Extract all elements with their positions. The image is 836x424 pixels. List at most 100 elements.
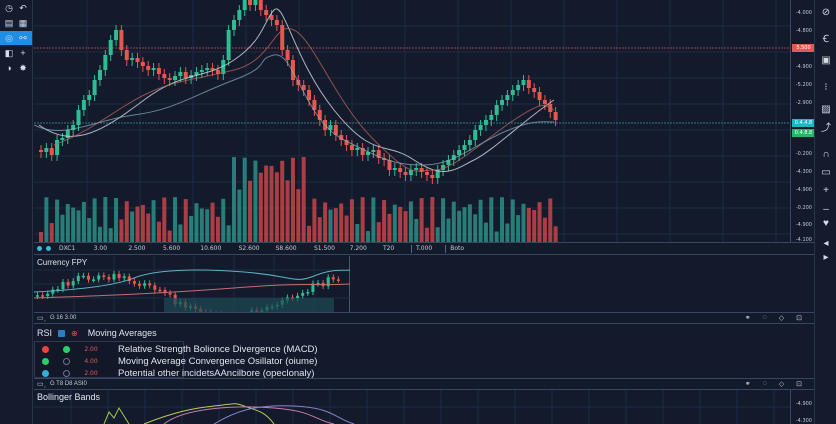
arrow-left-icon[interactable]: ◂ — [819, 236, 833, 250]
arrow-right-icon[interactable]: ▸ — [819, 250, 833, 264]
expand-icon[interactable]: ⊡ — [796, 380, 802, 388]
footer-info: G T8 D8 ASI0 — [50, 381, 87, 387]
link-icon[interactable]: ⚭ — [745, 380, 751, 388]
bollinger-chart — [34, 390, 790, 424]
price-tick-label: -4.800 — [796, 28, 812, 34]
price-tick-label: -4.300 — [796, 418, 812, 424]
subchart-footer: ▭˯ G 16 3.00 ⚭ ◌ ◇ ⊡ — [34, 312, 814, 324]
time-tick-label: 10.600 — [200, 245, 221, 252]
language-icon[interactable]: Ꞓ — [819, 31, 833, 45]
subchart-title: Currency FPY — [37, 258, 87, 267]
price-tick-label: -2.900 — [796, 100, 812, 106]
price-marker-tag: 0.4.4.8 — [792, 119, 815, 127]
indicator-icon[interactable]: ⚯ — [18, 33, 29, 44]
price-marker-tag: 0.4.8.8 — [792, 129, 815, 137]
indicator-toggle[interactable] — [63, 370, 70, 377]
indicator-row[interactable]: 2.00 Relative Strength Bolionce Divergenc… — [34, 343, 318, 355]
indicator-panel: RSI ⊕ Moving Averages 2.00 Relative Stren… — [34, 325, 814, 378]
link-icon[interactable]: ⚭ — [745, 314, 751, 322]
indicator-toggle[interactable] — [63, 358, 70, 365]
price-tick-label: -5.200 — [796, 82, 812, 88]
indicator-label: Potential other incidetsAAncilbore (opec… — [118, 368, 314, 379]
image-icon[interactable]: ▨ — [819, 102, 833, 116]
indicator-settings-icon[interactable] — [58, 330, 65, 337]
ruler-icon[interactable]: ▭ — [819, 165, 833, 179]
candlestick-chart[interactable] — [34, 0, 790, 242]
indicator-toggle[interactable] — [63, 346, 70, 353]
left-toolbar: ◷ ↶ ▤ ▦ ◎ ⚯ ◧ + ◑ ✸ — [0, 0, 33, 424]
time-tick-label: 2.500 — [128, 245, 148, 252]
toolbar-row: ◧ + — [0, 46, 32, 60]
price-tick-label: -4.900 — [796, 222, 812, 228]
price-tick-label: -4.000 — [796, 10, 812, 16]
pin-icon[interactable]: ⤴ — [819, 119, 833, 133]
time-tick-label: 7.200 — [350, 245, 370, 252]
price-tick-label: -4.300 — [796, 169, 812, 175]
settings-icon[interactable]: ✸ — [18, 63, 29, 74]
time-tick-label: Boto — [450, 245, 470, 252]
indicator-value: 4.00 — [76, 358, 106, 365]
diamond-icon[interactable]: ◇ — [779, 314, 784, 322]
indicator-remove-icon[interactable]: ⊕ — [71, 329, 78, 338]
expand-icon[interactable]: ⊡ — [796, 314, 802, 322]
text-icon[interactable]: ▤ — [4, 18, 15, 29]
divider — [445, 245, 446, 253]
time-tick-label: S8.600 — [276, 245, 297, 252]
indicator-footer: ▭˯ G T8 D8 ASI0 ⚭ ◌ ◇ ⊡ — [34, 378, 814, 390]
time-tick-label: 3.00 — [94, 245, 114, 252]
price-tick-label: -0.200 — [796, 205, 812, 211]
heart-icon[interactable]: ♥ — [819, 216, 833, 230]
eye-icon[interactable]: ◌ — [763, 314, 767, 322]
indicator-color-dot — [42, 358, 49, 365]
time-tick-label: T20 — [383, 245, 403, 252]
moving-averages-title: Moving Averages — [88, 328, 157, 338]
minus-icon[interactable]: – — [819, 202, 833, 216]
panel-toggle-icon[interactable]: ▭˯ — [37, 380, 46, 388]
magnet-icon[interactable]: ∩ — [819, 147, 833, 161]
bollinger-title: Bollinger Bands — [37, 392, 100, 402]
indicator-label: Relative Strength Bolionce Divergence (M… — [118, 344, 318, 355]
divider — [411, 245, 412, 253]
measure-icon[interactable]: ◎ — [4, 33, 15, 44]
time-axis[interactable]: DXC1 3.00 2.500 5.600 10.600 S2.600 S8.600 S1.5… — [34, 242, 814, 255]
price-tick-label: -4.900 — [796, 401, 812, 407]
indicator-value: 2.00 — [76, 370, 106, 377]
price-tick-label: -4.900 — [796, 187, 812, 193]
indicator-row[interactable]: 4.00 Moving Average Convergence Osillator… — [34, 355, 318, 367]
indicator-value: 2.00 — [76, 346, 106, 353]
plus-icon[interactable]: + — [18, 48, 29, 59]
price-tick-label: -0.200 — [796, 151, 812, 157]
undo-icon[interactable]: ↶ — [18, 3, 29, 14]
price-axis[interactable]: -4.000 -4.800 -4.900 -5.200 -2.900 -0.200 -4.3… — [790, 0, 814, 242]
time-tick-label: T.000 — [416, 245, 436, 252]
toolbar-row: ◑ ✸ — [0, 61, 32, 75]
diamond-icon[interactable]: ◇ — [779, 380, 784, 388]
main-price-chart[interactable] — [34, 0, 790, 242]
compass-icon[interactable]: ⊘ — [819, 5, 833, 19]
time-tick-label: S2.600 — [239, 245, 260, 252]
time-tick-label: 5.600 — [163, 245, 183, 252]
price-marker-tag: 5.500 — [792, 44, 815, 52]
time-tick-label: S1.500 — [314, 245, 335, 252]
right-toolbar: ⊘ Ꞓ ▣ ⁝ ▨ ⤴ ∩ ▭ + – ♥ ◂ ▸ — [814, 0, 836, 424]
panel-toggle-icon[interactable]: ▭˯ — [37, 314, 46, 322]
footer-info: G 16 3.00 — [50, 315, 76, 321]
indicator-label: Moving Average Convergence Osillator (oi… — [118, 356, 317, 367]
currency-subchart[interactable]: Currency FPY — [34, 256, 350, 312]
rsi-label[interactable]: RSI — [37, 328, 52, 338]
plus-icon[interactable]: + — [819, 183, 833, 197]
magnet-icon[interactable]: ◧ — [4, 48, 15, 59]
screenshot-icon[interactable]: ▣ — [819, 53, 833, 67]
indicator-color-dot — [42, 370, 49, 377]
time-tick-label: DXC1 — [59, 245, 79, 252]
eye-icon[interactable]: ◌ — [763, 380, 767, 388]
price-tick-label: -4.900 — [796, 64, 812, 70]
layout-icon[interactable]: ▦ — [18, 18, 29, 29]
currency-subchart-panel: Currency FPY — [34, 256, 814, 312]
crosshair-icon[interactable]: ◷ — [4, 3, 15, 14]
toolbar-row: ▤ ▦ — [0, 16, 32, 30]
dots-icon[interactable]: ⁝ — [819, 80, 833, 94]
globe-icon[interactable]: ◑ — [4, 63, 15, 74]
toolbar-row: ◷ ↶ — [0, 1, 32, 15]
bollinger-bands-panel[interactable]: Bollinger Bands -4.900 -4.300 — [34, 390, 814, 424]
